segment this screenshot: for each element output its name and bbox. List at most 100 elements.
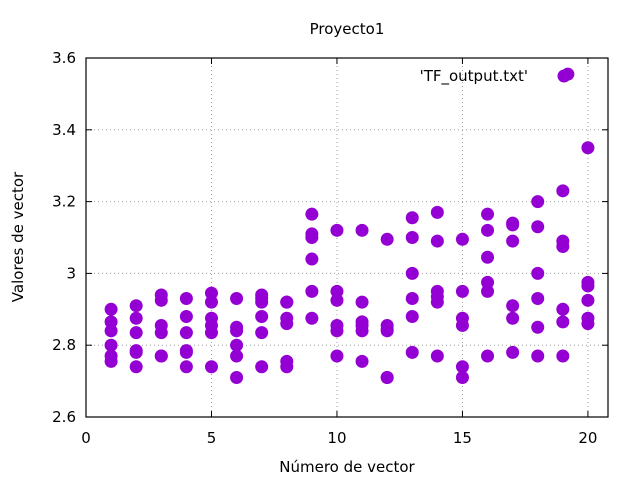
data-points <box>104 67 595 385</box>
data-point <box>104 338 118 352</box>
y-tick-label: 3 <box>66 264 76 282</box>
data-point <box>179 360 193 374</box>
data-point <box>104 324 118 338</box>
data-point <box>481 250 495 264</box>
data-point <box>355 354 369 368</box>
data-point <box>455 371 469 385</box>
x-tick-label: 20 <box>578 429 597 447</box>
data-point <box>481 275 495 289</box>
data-point <box>280 317 294 331</box>
data-point <box>255 295 269 309</box>
data-point <box>531 349 545 363</box>
data-point <box>129 345 143 359</box>
data-point <box>230 324 244 338</box>
data-point <box>481 349 495 363</box>
y-tick-label: 3.2 <box>52 193 76 211</box>
data-point <box>405 211 419 225</box>
data-point <box>204 295 218 309</box>
data-point <box>355 324 369 338</box>
data-point <box>506 234 520 248</box>
data-point <box>204 360 218 374</box>
data-point <box>305 231 319 244</box>
data-point <box>531 220 545 234</box>
data-point <box>506 311 520 325</box>
data-point <box>556 315 570 329</box>
data-point <box>129 299 143 313</box>
grid-lines <box>86 58 608 417</box>
data-point <box>104 302 118 316</box>
data-point <box>104 315 118 329</box>
x-tick-label: 15 <box>453 429 472 447</box>
data-point <box>455 232 469 246</box>
data-point <box>154 293 168 307</box>
data-point <box>330 324 344 338</box>
data-point <box>556 349 570 363</box>
data-point <box>531 292 545 306</box>
data-point <box>380 324 394 338</box>
data-point <box>481 223 495 237</box>
chart-title: Proyecto1 <box>310 20 385 38</box>
data-point <box>305 284 319 298</box>
legend: 'TF_output.txt' <box>420 67 571 86</box>
data-point <box>230 349 244 363</box>
legend-marker <box>557 69 571 83</box>
data-point <box>104 354 118 368</box>
y-tick-label: 3.4 <box>52 121 76 139</box>
data-point <box>405 231 419 244</box>
data-point <box>556 184 570 198</box>
data-point <box>230 338 244 352</box>
data-point <box>405 292 419 306</box>
data-point <box>305 207 319 221</box>
data-point <box>455 318 469 332</box>
data-point <box>204 326 218 340</box>
data-point <box>581 317 595 331</box>
y-tick-label: 2.6 <box>52 408 76 426</box>
data-point <box>129 360 143 374</box>
data-point <box>430 295 444 309</box>
data-point <box>280 295 294 309</box>
data-point <box>405 266 419 280</box>
data-point <box>455 284 469 298</box>
x-tick-labels: 0 5 10 15 20 <box>81 429 597 447</box>
data-point <box>179 292 193 306</box>
data-point <box>430 234 444 248</box>
data-point <box>506 345 520 359</box>
data-point <box>154 349 168 363</box>
data-point <box>305 311 319 325</box>
data-point <box>581 279 595 293</box>
data-point <box>455 360 469 374</box>
data-point <box>330 284 344 298</box>
data-point <box>380 371 394 385</box>
x-axis-label: Número de vector <box>279 458 415 476</box>
data-point <box>230 292 244 306</box>
data-point <box>581 293 595 307</box>
data-point <box>506 218 520 232</box>
data-point <box>179 326 193 340</box>
data-point <box>430 349 444 363</box>
plot-frame <box>85 57 609 418</box>
y-tick-label: 2.8 <box>52 336 76 354</box>
data-point <box>355 295 369 309</box>
data-point <box>255 326 269 340</box>
data-point <box>204 286 218 300</box>
x-tick-label: 0 <box>81 429 91 447</box>
legend-label: 'TF_output.txt' <box>420 67 528 86</box>
data-point <box>154 326 168 340</box>
y-tick-label: 3.6 <box>52 49 76 67</box>
data-point <box>481 284 495 298</box>
axis-ticks <box>85 57 608 418</box>
data-point <box>581 141 595 155</box>
data-point <box>330 293 344 307</box>
data-point <box>556 239 570 253</box>
data-point <box>255 360 269 374</box>
data-point <box>531 266 545 280</box>
data-point <box>129 311 143 325</box>
y-axis-label: Valores de vector <box>9 171 27 302</box>
data-point <box>380 232 394 246</box>
data-point <box>179 345 193 359</box>
data-point <box>405 345 419 359</box>
y-tick-labels: 2.6 2.8 3 3.2 3.4 3.6 <box>52 49 76 426</box>
data-point <box>255 309 269 323</box>
data-point <box>330 349 344 363</box>
